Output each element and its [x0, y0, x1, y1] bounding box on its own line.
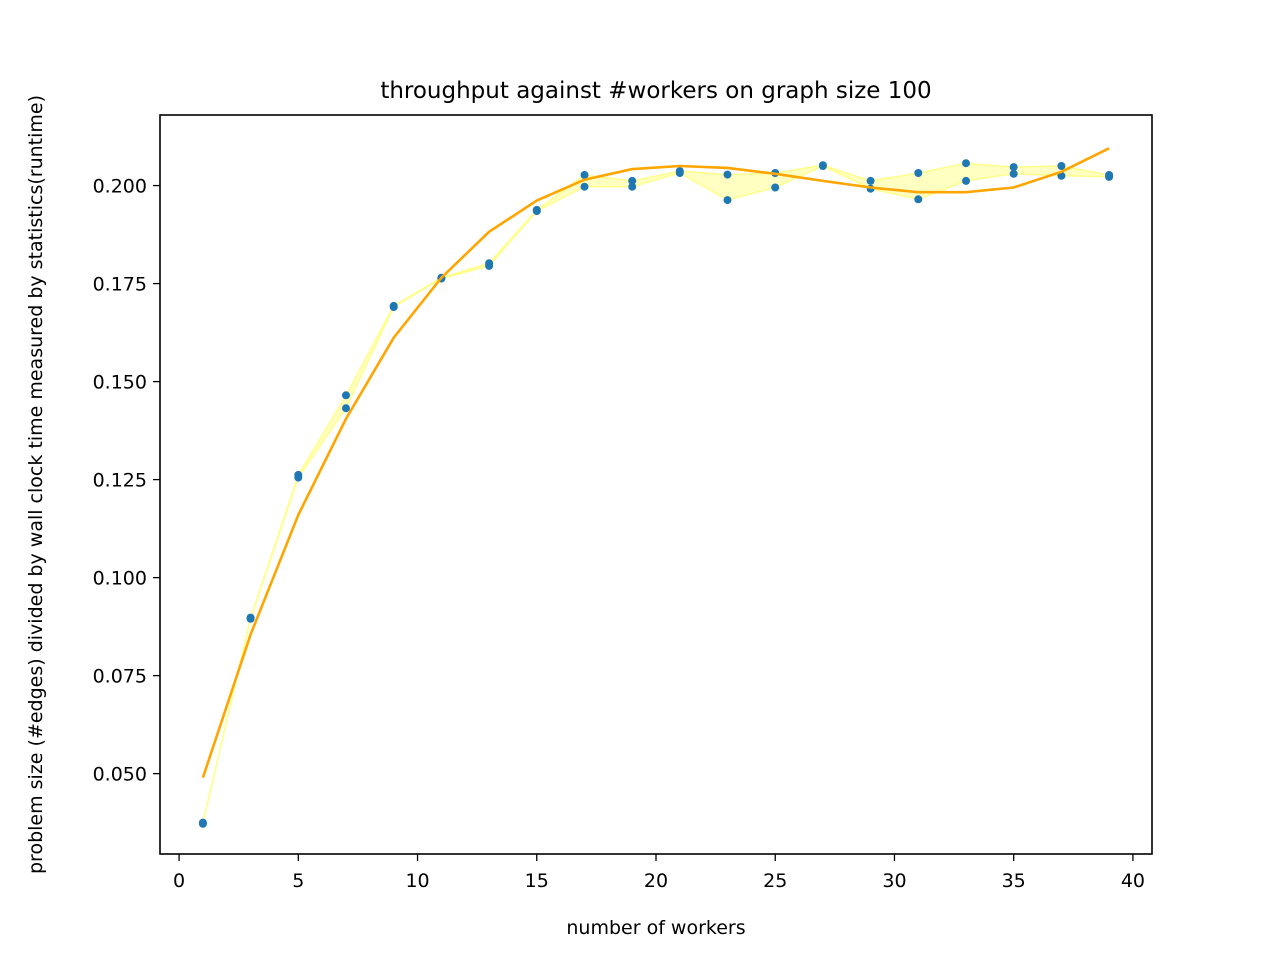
data-point [962, 159, 970, 168]
fit-line [201, 147, 1110, 779]
x-axis-ticks: 0 5 10 15 20 25 30 35 40 [173, 854, 1145, 892]
data-point [294, 470, 303, 479]
data-point [1057, 162, 1066, 170]
data-point [389, 301, 398, 310]
y-tick-label: 0.125 [93, 470, 147, 492]
fit-line-layer [201, 147, 1110, 779]
x-tick-label: 0 [173, 870, 185, 892]
y-tick-label: 0.200 [93, 176, 147, 198]
y-tick-label: 0.150 [93, 372, 147, 394]
x-tick-label: 10 [405, 870, 429, 892]
data-point [1009, 169, 1018, 178]
y-axis-label: problem size (#edges) divided by wall cl… [25, 95, 47, 874]
x-tick-label: 15 [525, 870, 549, 892]
data-point [723, 196, 732, 205]
data-point [628, 176, 637, 185]
data-point [580, 182, 589, 191]
data-point [914, 195, 923, 204]
data-point [198, 818, 207, 827]
data-point [962, 176, 970, 185]
data-point [485, 259, 494, 268]
data-point [866, 176, 875, 185]
x-tick-label: 30 [882, 870, 906, 892]
y-tick-label: 0.050 [93, 764, 147, 786]
data-point [628, 182, 637, 191]
data-point [914, 169, 923, 177]
x-tick-label: 40 [1121, 870, 1145, 892]
y-axis-ticks: 0.050 0.075 0.100 0.125 0.150 0.175 0.200 [93, 176, 160, 786]
x-tick-label: 5 [292, 870, 304, 892]
y-tick-label: 0.100 [93, 568, 147, 590]
data-point [532, 205, 541, 214]
plot-area [198, 147, 1114, 828]
x-axis-label: number of workers [566, 917, 745, 939]
data-point [342, 391, 350, 400]
data-points-layer [198, 159, 1114, 828]
y-tick-label: 0.175 [93, 274, 147, 296]
data-point [1105, 171, 1114, 179]
x-tick-label: 35 [1002, 870, 1026, 892]
chart-title: throughput against #workers on graph siz… [380, 78, 931, 104]
data-point [580, 171, 589, 179]
data-point [342, 404, 350, 413]
data-point [675, 167, 684, 176]
y-tick-label: 0.075 [93, 666, 147, 688]
data-point [1009, 163, 1018, 172]
x-tick-label: 20 [644, 870, 668, 892]
data-point [771, 183, 780, 192]
data-point [246, 613, 255, 622]
data-point [723, 170, 732, 179]
data-point [818, 161, 827, 170]
x-tick-label: 25 [763, 870, 787, 892]
